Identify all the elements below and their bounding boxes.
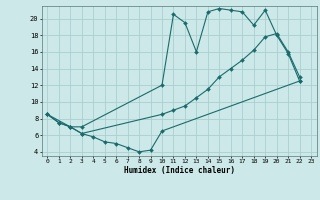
X-axis label: Humidex (Indice chaleur): Humidex (Indice chaleur) xyxy=(124,166,235,175)
